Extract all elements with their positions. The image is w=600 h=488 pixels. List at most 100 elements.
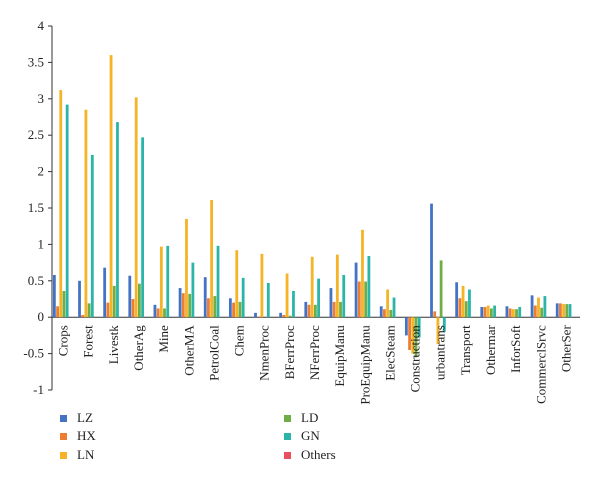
bar-gn-otherser [568,304,572,318]
bar-hx-nferrproc [307,304,311,318]
bar-lz-elecsteam [379,306,383,318]
bar-ld-otherser [565,304,569,318]
bar-ln-commerclsrvc [537,297,540,318]
y-tick-label: 3 [38,91,45,106]
bar-ln-otherma [185,218,188,318]
category-label: InforSoft [508,325,523,373]
bar-hx-commerclsrvc [533,305,537,318]
bar-ln-urbantrans [436,317,440,345]
bar-ld-petrolcoal [213,296,217,318]
bar-ln-chem [235,250,239,318]
bar-gn-equipmanu [342,274,346,318]
legend-label: LD [301,410,319,425]
category-label: Mine [156,325,171,353]
bar-ld-elecsteam [389,309,393,318]
bar-hx-bferrproc [282,315,286,318]
bar-ld-othermar [490,308,493,318]
bar-ln-transport [461,285,465,318]
bar-hx-othermar [483,307,487,318]
legend-swatch [284,414,291,422]
bar-lz-construction [404,317,408,336]
bar-gn-livestk [116,122,119,318]
bar-ln-proequipmanu [361,229,364,318]
bar-gn-bferrproc [292,290,295,318]
bar-ln-inforsoft [511,309,515,318]
category-label: Transport [458,325,473,375]
bar-ld-transport [464,301,468,318]
legend-item-ld: LD [284,410,318,426]
bar-hx-otherag [131,299,135,318]
bar-ld-urbantrans [439,260,443,318]
bar-lz-inforsoft [505,306,509,318]
bar-lz-urbantrans [430,203,433,318]
legend-item-others: Others [284,447,336,463]
bar-ld-chem [238,301,242,318]
bar-ln-crops [59,90,63,318]
bar-gn-petrolcoal [216,245,220,318]
bar-gn-transport [468,289,471,318]
y-tick-label: -0.5 [23,346,44,361]
bar-gn-elecsteam [392,297,396,318]
y-tick-label: 0 [38,309,45,324]
bar-lz-petrolcoal [203,277,207,318]
category-label: BFerrProc [282,325,297,379]
legend-label: LN [77,447,95,462]
category-label: OtherSer [558,325,573,373]
bars-layer [52,55,572,358]
bar-hx-urbantrans [433,311,437,318]
y-tick-label: 0.5 [28,273,44,288]
bar-ln-otherser [562,304,566,318]
category-label: Livestk [106,325,121,364]
bar-lz-livestk [103,267,107,318]
bar-hx-construction [408,317,411,350]
legend-item-gn: GN [284,428,320,444]
category-label: Othermar [483,325,498,375]
bar-lz-otherser [555,303,559,318]
category-label: OtherAg [131,325,146,371]
bar-gn-crops [65,104,69,318]
bar-ld-forest [87,303,91,318]
bar-ld-crops [62,290,66,318]
legend-item-lz: LZ [60,410,93,426]
y-tick-label: 1.5 [28,200,44,215]
category-label: PetrolCoal [206,325,221,381]
bar-lz-otherag [128,275,132,318]
bar-gn-nmenproc [266,282,270,318]
bar-gn-otherma [191,262,195,318]
category-label: Chem [232,325,247,356]
bar-ln-equipmanu [335,254,339,318]
bar-ld-inforsoft [515,309,518,318]
category-label: NFerrProc [307,325,322,380]
category-label: EquipManu [332,325,347,387]
y-tick-label: 2.5 [28,127,44,142]
category-label: Construction [408,325,423,393]
bar-ld-otherag [138,283,141,318]
bar-ln-construction [411,317,415,354]
category-label: OtherMA [181,325,196,376]
bar-lz-transport [455,282,459,318]
legend-label: HX [77,428,96,443]
y-tick-label: 3.5 [28,54,44,69]
y-tick-label: 1 [38,236,45,251]
bar-ln-livestk [109,55,113,318]
legend-item-ln: LN [60,447,94,463]
bar-ln-otherag [134,97,138,318]
legend-label: LZ [77,410,93,425]
y-tick-label: 2 [38,164,45,179]
legend-label: GN [301,428,320,443]
category-label: urbantrans [433,325,448,380]
bar-lz-mine [153,304,157,318]
bar-gn-commerclsrvc [543,296,547,318]
bar-ln-forest [84,109,88,318]
bar-ld-nferrproc [314,304,317,318]
bar-lz-equipmanu [329,288,333,318]
bar-hx-mine [156,308,160,318]
bar-ln-nmenproc [260,253,264,318]
bar-ln-elecsteam [386,289,390,318]
bar-gn-inforsoft [518,307,522,318]
bar-gn-proequipmanu [367,256,371,318]
bar-hx-equipmanu [332,301,336,318]
bar-ld-livestk [112,285,116,318]
category-label: ElecSteam [382,325,397,381]
legend-label: Others [301,447,336,462]
